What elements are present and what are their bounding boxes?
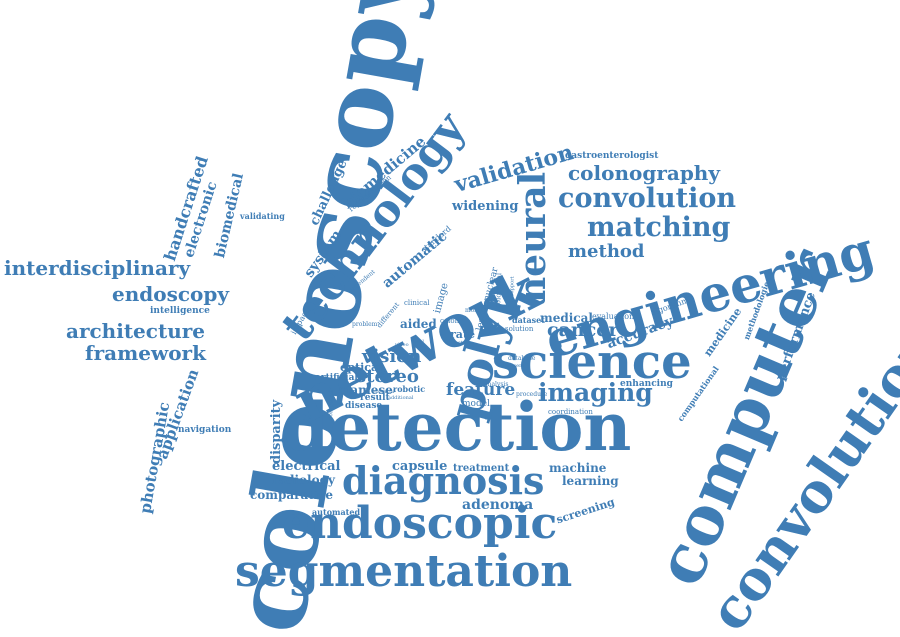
word-computed: computed	[327, 389, 336, 421]
word-diagnosis: diagnosis	[342, 458, 545, 503]
word-enhancing: enhancing	[620, 379, 673, 389]
word-validating: validating	[240, 211, 285, 221]
word-radiology: radiology	[272, 473, 335, 487]
word-video: video	[395, 342, 409, 348]
word-widening: widening	[452, 199, 519, 214]
word-disparity: disparity	[269, 399, 284, 464]
word-interdisciplinary: interdisciplinary	[4, 256, 191, 280]
word-present: present	[505, 363, 525, 369]
word-matching: matching	[587, 212, 731, 243]
word-siamese: siamese	[339, 383, 393, 397]
word-result: result	[360, 393, 390, 403]
word-convolution: convolution	[558, 183, 737, 214]
word-clinical: clinical	[404, 299, 430, 307]
word-adenoma: adenoma	[462, 497, 534, 513]
word-additional: additional	[388, 395, 414, 401]
word-colorectal: colorectal	[494, 272, 504, 309]
word-colon: colon	[440, 317, 460, 325]
word-feature: feature	[446, 380, 516, 400]
word-rate: rate	[450, 328, 476, 341]
word-robotic: robotic	[393, 384, 426, 394]
word-science: science	[492, 334, 692, 390]
word-imaging: imaging	[538, 378, 653, 407]
word-analysis: analysis	[484, 381, 509, 388]
word-cancer: cancer	[547, 319, 619, 341]
word-vision: vision	[362, 346, 422, 367]
word-coordination: coordination	[548, 408, 593, 416]
word-machine: machine	[549, 461, 607, 475]
word-comparative: comparative	[250, 488, 333, 502]
word-framework: framework	[85, 341, 206, 365]
word-artificial: artificial	[315, 373, 358, 383]
word-colonography: colonography	[568, 161, 720, 185]
word-level: level	[412, 339, 424, 345]
word-disease: disease	[345, 401, 383, 411]
word-medical: medical	[540, 311, 593, 325]
word-treatment: treatment	[453, 463, 510, 474]
word-automated: automated	[312, 507, 361, 517]
word-dataset: dataset	[512, 315, 545, 325]
word-capsule: capsule	[392, 459, 448, 474]
word-stereo: stereo	[356, 366, 419, 387]
word-endoscopy: endoscopy	[112, 282, 229, 306]
word-model: model	[462, 399, 490, 409]
word-procedure: procedure	[516, 391, 548, 398]
word-electrical: electrical	[272, 459, 341, 474]
word-state: state	[458, 340, 471, 346]
word-gastroenterologist: gastroenterologist	[565, 151, 659, 161]
word-problem: problem	[352, 321, 378, 328]
word-solution: solution	[505, 325, 534, 333]
word-support: support	[509, 276, 516, 297]
word-most: most	[465, 307, 480, 314]
word-intelligence: intelligence	[150, 306, 210, 316]
word-neural: neural	[512, 171, 554, 303]
word-optical: optical	[340, 361, 383, 374]
word-architecture: architecture	[66, 319, 205, 343]
word-database: database	[508, 355, 536, 362]
word-aided: aided	[400, 317, 437, 331]
word-learning: learning	[562, 474, 619, 488]
word-endoscopic: endoscopic	[282, 498, 558, 549]
word-navigation: navigation	[178, 425, 232, 435]
word-essential: essential	[372, 389, 395, 395]
word-segmentation: segmentation	[235, 546, 573, 597]
word-method: method	[568, 241, 645, 262]
word-detection: detection	[283, 388, 632, 466]
word-screening: screening	[554, 495, 617, 527]
word-evaluation: evaluation	[592, 312, 635, 321]
